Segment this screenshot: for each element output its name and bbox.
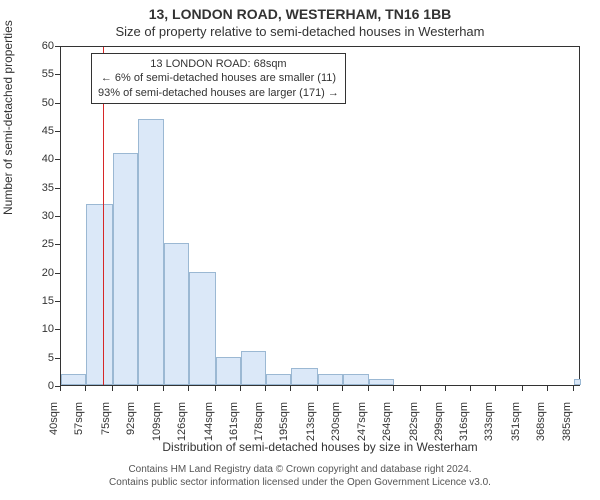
x-tick-label: 385sqm — [561, 402, 573, 442]
y-tick-mark — [55, 329, 60, 330]
y-tick-mark — [55, 131, 60, 132]
x-tick-mark — [188, 386, 189, 391]
footer-line1: Contains HM Land Registry data © Crown c… — [0, 464, 600, 477]
x-axis-label: Distribution of semi-detached houses by … — [60, 440, 580, 454]
x-tick-mark — [393, 386, 394, 391]
x-tick-mark — [112, 386, 113, 391]
x-tick-mark — [85, 386, 86, 391]
x-tick-label: 282sqm — [408, 402, 420, 442]
x-tick-mark — [573, 386, 574, 391]
y-tick-label: 30 — [0, 210, 58, 222]
y-tick-mark — [55, 103, 60, 104]
x-tick-label: 351sqm — [510, 402, 522, 442]
y-tick-label: 60 — [0, 40, 58, 52]
histogram-bar — [318, 374, 343, 385]
histogram-bar — [574, 379, 581, 385]
footer-attribution: Contains HM Land Registry data © Crown c… — [0, 464, 600, 489]
x-tick-mark — [290, 386, 291, 391]
y-tick-label: 0 — [0, 380, 58, 392]
x-tick-mark — [60, 386, 61, 391]
x-tick-label: 333sqm — [483, 402, 495, 442]
y-tick-mark — [55, 188, 60, 189]
x-tick-mark — [368, 386, 369, 391]
x-tick-label: 109sqm — [151, 402, 163, 442]
y-tick-label: 40 — [0, 153, 58, 165]
y-tick-label: 35 — [0, 182, 58, 194]
x-tick-label: 92sqm — [125, 402, 137, 442]
histogram-bar — [369, 379, 394, 385]
x-tick-mark — [420, 386, 421, 391]
x-tick-mark — [547, 386, 548, 391]
histogram-bar — [138, 119, 163, 385]
histogram-bar — [61, 374, 86, 385]
y-tick-mark — [55, 244, 60, 245]
chart-title-address: 13, LONDON ROAD, WESTERHAM, TN16 1BB — [0, 6, 600, 22]
chart-container: 13, LONDON ROAD, WESTERHAM, TN16 1BB Siz… — [0, 0, 600, 500]
y-tick-mark — [55, 216, 60, 217]
x-tick-mark — [163, 386, 164, 391]
y-tick-mark — [55, 74, 60, 75]
x-tick-mark — [137, 386, 138, 391]
x-tick-label: 299sqm — [433, 402, 445, 442]
x-tick-mark — [265, 386, 266, 391]
annotation-box: 13 LONDON ROAD: 68sqm ← 6% of semi-detac… — [91, 53, 346, 104]
y-tick-label: 55 — [0, 68, 58, 80]
y-tick-label: 50 — [0, 97, 58, 109]
annotation-line3: 93% of semi-detached houses are larger (… — [98, 86, 339, 100]
histogram-bar — [86, 204, 113, 385]
plot-area: 13 LONDON ROAD: 68sqm ← 6% of semi-detac… — [60, 46, 580, 386]
histogram-bar — [241, 351, 266, 385]
x-tick-label: 144sqm — [203, 402, 215, 442]
histogram-bar — [113, 153, 138, 385]
x-tick-label: 264sqm — [381, 402, 393, 442]
x-tick-mark — [445, 386, 446, 391]
annotation-line2: ← 6% of semi-detached houses are smaller… — [98, 71, 339, 85]
x-tick-mark — [317, 386, 318, 391]
x-tick-label: 40sqm — [48, 402, 60, 442]
y-tick-label: 45 — [0, 125, 58, 137]
x-tick-mark — [342, 386, 343, 391]
y-tick-label: 5 — [0, 352, 58, 364]
y-tick-mark — [55, 358, 60, 359]
x-tick-label: 126sqm — [176, 402, 188, 442]
histogram-bar — [343, 374, 368, 385]
x-tick-label: 161sqm — [228, 402, 240, 442]
x-tick-label: 213sqm — [305, 402, 317, 442]
x-tick-mark — [240, 386, 241, 391]
footer-line2: Contains public sector information licen… — [0, 477, 600, 490]
histogram-bar — [216, 357, 241, 385]
x-tick-label: 75sqm — [100, 402, 112, 442]
y-tick-mark — [55, 273, 60, 274]
x-tick-mark — [495, 386, 496, 391]
x-tick-label: 57sqm — [73, 402, 85, 442]
x-tick-mark — [470, 386, 471, 391]
x-tick-label: 230sqm — [330, 402, 342, 442]
y-tick-label: 10 — [0, 323, 58, 335]
y-tick-mark — [55, 159, 60, 160]
y-tick-label: 15 — [0, 295, 58, 307]
y-tick-label: 20 — [0, 267, 58, 279]
y-tick-mark — [55, 301, 60, 302]
y-tick-label: 25 — [0, 238, 58, 250]
histogram-bar — [266, 374, 291, 385]
x-tick-label: 368sqm — [535, 402, 547, 442]
x-tick-label: 178sqm — [253, 402, 265, 442]
x-tick-label: 247sqm — [356, 402, 368, 442]
histogram-bar — [291, 368, 318, 385]
histogram-bar — [189, 272, 216, 385]
y-tick-mark — [55, 46, 60, 47]
histogram-bar — [164, 243, 189, 385]
x-tick-mark — [215, 386, 216, 391]
chart-title-description: Size of property relative to semi-detach… — [0, 24, 600, 39]
annotation-line1: 13 LONDON ROAD: 68sqm — [98, 57, 339, 71]
x-tick-label: 316sqm — [458, 402, 470, 442]
x-tick-mark — [522, 386, 523, 391]
x-tick-label: 195sqm — [278, 402, 290, 442]
